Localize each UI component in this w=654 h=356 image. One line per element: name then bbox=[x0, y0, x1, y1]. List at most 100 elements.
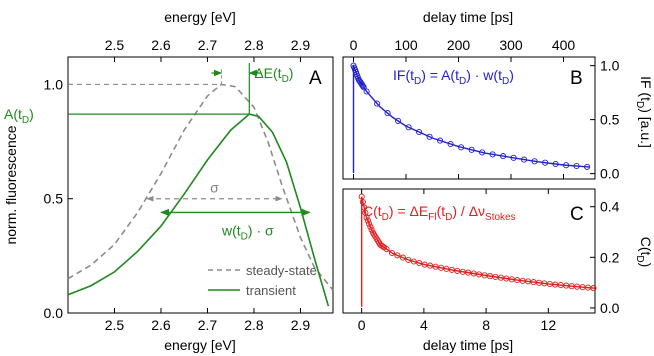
panel-b-formula-p4: ) bbox=[509, 67, 514, 83]
b-data-point bbox=[360, 84, 367, 91]
panel-c-formula-s1: D bbox=[382, 212, 389, 223]
panel-c-ylabel-main: C(t bbox=[638, 237, 654, 256]
b-ytick-label-0: 0.0 bbox=[600, 166, 620, 182]
c-data-point bbox=[368, 226, 375, 233]
a-xtick-label-top-0: 2.5 bbox=[105, 37, 125, 53]
panel-c-formula-p2: ) = ΔE bbox=[389, 203, 428, 219]
b-data-point bbox=[468, 146, 475, 153]
series-transient-line bbox=[67, 113, 330, 307]
b-xtick-label-3: 300 bbox=[499, 37, 523, 53]
a-xtick-label-bottom-4: 2.9 bbox=[291, 317, 311, 333]
panel-c-ylabel-sub: D bbox=[634, 255, 645, 262]
panel-b-formula-p1: IF(t bbox=[393, 67, 414, 83]
legend-transient-label: transient bbox=[246, 283, 296, 298]
panel-a-ticks: 2.5 2.5 2.6 2.6 2.7 2.7 2.8 2.8 2.9 2.9 0.0 0.5 1.0 bbox=[44, 37, 311, 333]
panel-c: 0 4 8 120.00.20.4 C delay time [ps] C(tD) C… bbox=[342, 188, 654, 353]
b-data-point bbox=[363, 88, 370, 95]
panel-c-formula-s3: D bbox=[445, 212, 452, 223]
panel-b-ylabel-close: ) [a.u.] bbox=[638, 108, 654, 148]
series-steady-state-line bbox=[67, 83, 334, 291]
c-ytick-label-0: 0.0 bbox=[600, 300, 620, 316]
a-xtick-label-top-4: 2.9 bbox=[291, 37, 311, 53]
panel-b: 0 100 200 300 400 0.0 0.5 1.0 B delay time [ps]… bbox=[342, 9, 654, 182]
c-data-point bbox=[427, 262, 434, 269]
c-xtick-label-0: 0 bbox=[358, 317, 366, 333]
w-label-part-0: w(t bbox=[221, 222, 241, 238]
a-xtick-label-top-3: 2.8 bbox=[244, 37, 264, 53]
b-ytick-label-2: 1.0 bbox=[600, 58, 620, 74]
b-data-point bbox=[479, 149, 486, 156]
c-data-point bbox=[363, 214, 370, 221]
b-data-point bbox=[489, 151, 496, 158]
panel-a-xlabel-bottom: energy [eV] bbox=[164, 337, 236, 353]
c-data-point bbox=[394, 252, 401, 259]
c-data-point bbox=[410, 258, 417, 265]
c-data-point bbox=[383, 246, 390, 253]
a-ytick-label-2: 1.0 bbox=[44, 76, 64, 92]
b-xtick-label-1: 100 bbox=[394, 37, 418, 53]
panel-b-ylabel-main: IF (t bbox=[638, 76, 654, 101]
panel-b-formula: IF(tD) = A(tD) · w(tD) bbox=[393, 67, 514, 87]
a-level-part-1: D bbox=[22, 115, 29, 126]
a-level-label: A(tD) bbox=[4, 106, 34, 126]
c-data-point bbox=[388, 249, 396, 257]
c-data-point bbox=[364, 217, 371, 224]
panel-b-formula-p2: ) = A(t bbox=[421, 67, 459, 83]
b-data-point bbox=[374, 100, 381, 107]
b-xtick-label-0: 0 bbox=[350, 37, 358, 53]
w-label: w(tD) · σ bbox=[221, 222, 274, 242]
panel-b-formula-s2: D bbox=[459, 76, 466, 87]
panel-b-ticks: 0 100 200 300 400 0.0 0.5 1.0 bbox=[350, 37, 620, 182]
c-xtick-label-3: 12 bbox=[541, 317, 557, 333]
panel-b-formula-s3: D bbox=[502, 76, 509, 87]
panel-a-xlabel-top: energy [eV] bbox=[164, 9, 236, 25]
b-data-point bbox=[542, 159, 549, 166]
c-data-point bbox=[367, 223, 374, 230]
a-xtick-label-bottom-3: 2.8 bbox=[244, 317, 264, 333]
b-data-point bbox=[563, 162, 570, 169]
panel-b-formula-p3: ) · w(t bbox=[466, 67, 502, 83]
panel-b-ylabel: IF (tD) [a.u.] bbox=[634, 76, 654, 148]
panel-c-formula-p3: (t bbox=[437, 203, 446, 219]
a-xtick-label-bottom-2: 2.7 bbox=[198, 317, 218, 333]
b-xtick-label-2: 200 bbox=[447, 37, 471, 53]
b-data-point bbox=[458, 144, 465, 151]
panel-b-letter: B bbox=[570, 68, 583, 89]
delta-e-label: ΔE(tD) bbox=[254, 65, 293, 85]
a-level-part-0: A(t bbox=[4, 106, 22, 122]
c-data-point bbox=[399, 254, 406, 261]
sigma-label: σ bbox=[210, 180, 219, 196]
panel-c-ticks: 0 4 8 12 0.0 0.2 0.4 bbox=[358, 189, 620, 333]
panel-a: 2.52.52.62.62.72.72.82.82.92.90.00.51.0 … bbox=[3, 9, 334, 353]
c-ytick-label-1: 0.2 bbox=[600, 249, 620, 265]
b-data-point bbox=[395, 117, 402, 124]
a-ytick-label-1: 0.5 bbox=[44, 191, 64, 207]
c-data-point bbox=[416, 259, 423, 267]
b-data-point bbox=[584, 163, 591, 170]
panel-c-ylabel: C(tD) bbox=[634, 237, 654, 268]
a-xtick-label-bottom-0: 2.5 bbox=[105, 317, 125, 333]
c-xtick-label-1: 4 bbox=[420, 317, 428, 333]
delta-e-part-0: ΔE(t bbox=[254, 65, 281, 81]
b-data-point bbox=[573, 162, 580, 170]
b-data-point bbox=[510, 154, 517, 161]
a-ytick-label-0: 0.0 bbox=[44, 305, 64, 321]
a-xtick-label-top-1: 2.6 bbox=[151, 37, 171, 53]
c-data-point bbox=[405, 256, 412, 263]
c-data-point bbox=[366, 220, 373, 227]
b-data-point bbox=[521, 156, 528, 163]
panel-b-xlabel-top: delay time [ps] bbox=[423, 9, 513, 25]
panel-c-formula-s2: Fl bbox=[428, 212, 436, 223]
panel-c-frame bbox=[342, 188, 596, 314]
panel-a-ylabel: norm. fluorescence bbox=[3, 125, 19, 244]
b-data-point bbox=[437, 137, 444, 144]
panel-b-ylabel-sub: D bbox=[634, 101, 645, 108]
w-label-part-2: ) · σ bbox=[248, 222, 274, 238]
c-data-point bbox=[590, 285, 597, 292]
panel-c-letter: C bbox=[570, 204, 584, 225]
legend-steady-label: steady-state bbox=[246, 263, 317, 278]
panel-b-formula-s1: D bbox=[414, 76, 421, 87]
panel-b-frame bbox=[342, 56, 596, 180]
a-xtick-label-bottom-1: 2.6 bbox=[151, 317, 171, 333]
